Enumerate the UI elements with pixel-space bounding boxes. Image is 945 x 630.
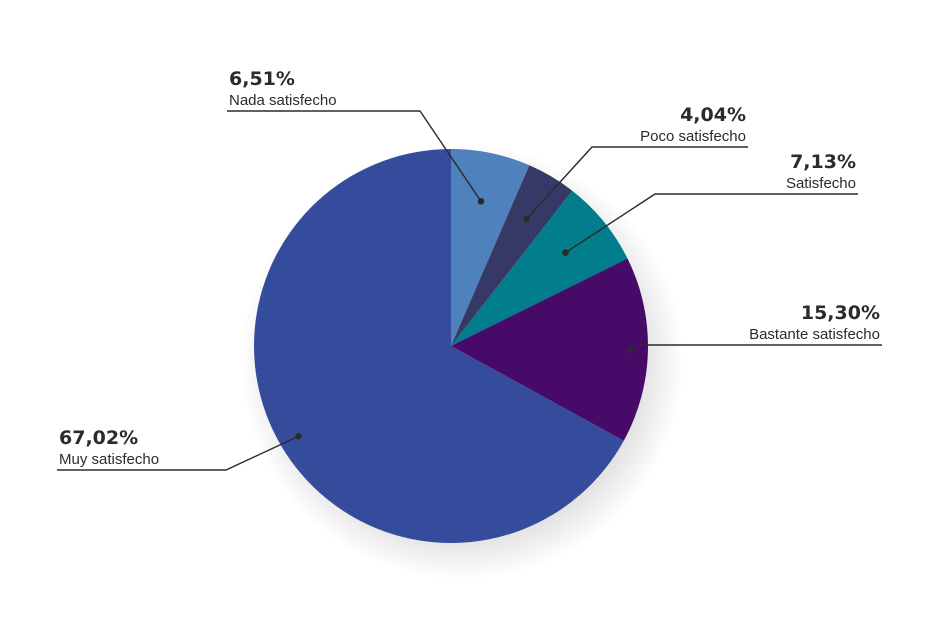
pie-slices	[253, 149, 649, 543]
leader-line	[57, 435, 299, 471]
leader-dot	[295, 433, 302, 440]
pie-slice-satisfecho	[451, 190, 628, 346]
data-label-category: Muy satisfecho	[59, 451, 159, 468]
data-label-percent: 7,13%	[790, 151, 856, 173]
leader-line	[227, 110, 482, 202]
data-label-percent: 15,30%	[801, 302, 880, 324]
pie-slice-poco-satisfecho	[451, 165, 573, 346]
data-label-category: Nada satisfecho	[229, 92, 337, 109]
data-label-percent: 6,51%	[229, 68, 295, 90]
leader-line	[525, 146, 748, 220]
data-label-category: Poco satisfecho	[640, 128, 746, 145]
pie-slice-bastante-satisfecho	[451, 258, 649, 441]
leader-line	[565, 193, 858, 254]
data-label-category: Satisfecho	[786, 175, 856, 192]
pie-labels: 6,51% Nada satisfecho 4,04% Poco satisfecho…	[57, 68, 882, 471]
pie-slice-nada-satisfecho	[451, 149, 530, 346]
leader-line	[629, 344, 882, 351]
data-label-percent: 67,02%	[59, 427, 138, 449]
pie-slice-muy-satisfecho	[253, 149, 624, 543]
data-label-category: Bastante satisfecho	[749, 326, 880, 343]
data-label-percent: 4,04%	[680, 104, 746, 126]
